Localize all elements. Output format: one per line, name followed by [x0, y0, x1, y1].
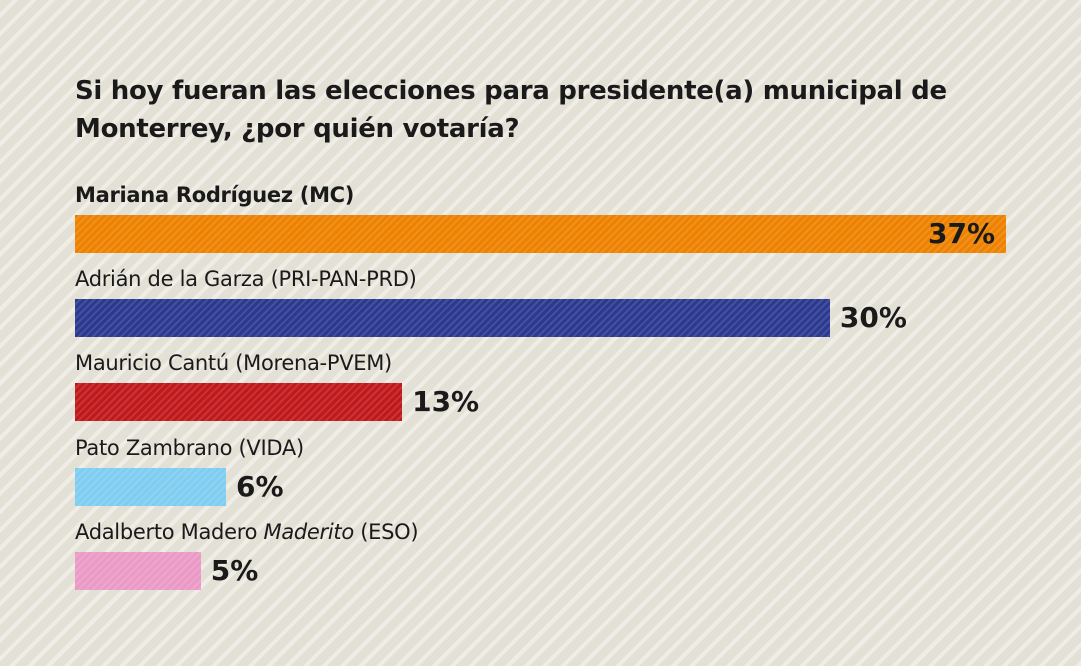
category-label-part: (ESO) — [353, 519, 419, 544]
category-label: Mauricio Cantú (Morena-PVEM) — [75, 351, 392, 375]
category-label-part: Adrián de la Garza (PRI-PAN-PRD) — [75, 267, 417, 292]
value-label: 6% — [235, 469, 284, 503]
category-label-part: Maderito — [263, 519, 355, 544]
bar — [75, 467, 226, 506]
category-label-part: Adalberto Madero — [75, 519, 264, 544]
category-label: Mariana Rodríguez (MC) — [75, 183, 354, 207]
chart-title: Si hoy fueran las elecciones para presid… — [75, 76, 947, 144]
category-label: Pato Zambrano (VIDA) — [75, 436, 304, 460]
category-label: Adalberto Madero Maderito (ESO) — [75, 519, 419, 544]
category-label: Adrián de la Garza (PRI-PAN-PRD) — [75, 267, 417, 291]
category-label-part: Mariana Rodríguez (MC) — [75, 183, 355, 207]
value-label: 5% — [210, 553, 259, 587]
value-label: 13% — [412, 385, 480, 419]
category-label-part: Mauricio Cantú (Morena-PVEM) — [75, 351, 392, 376]
bar — [75, 551, 201, 590]
category-label-part: Pato Zambrano (VIDA) — [75, 435, 304, 460]
bar — [75, 383, 403, 422]
value-label: 37% — [928, 217, 996, 250]
bar — [75, 215, 1006, 253]
bar — [75, 299, 830, 338]
value-label: 30% — [839, 301, 907, 335]
